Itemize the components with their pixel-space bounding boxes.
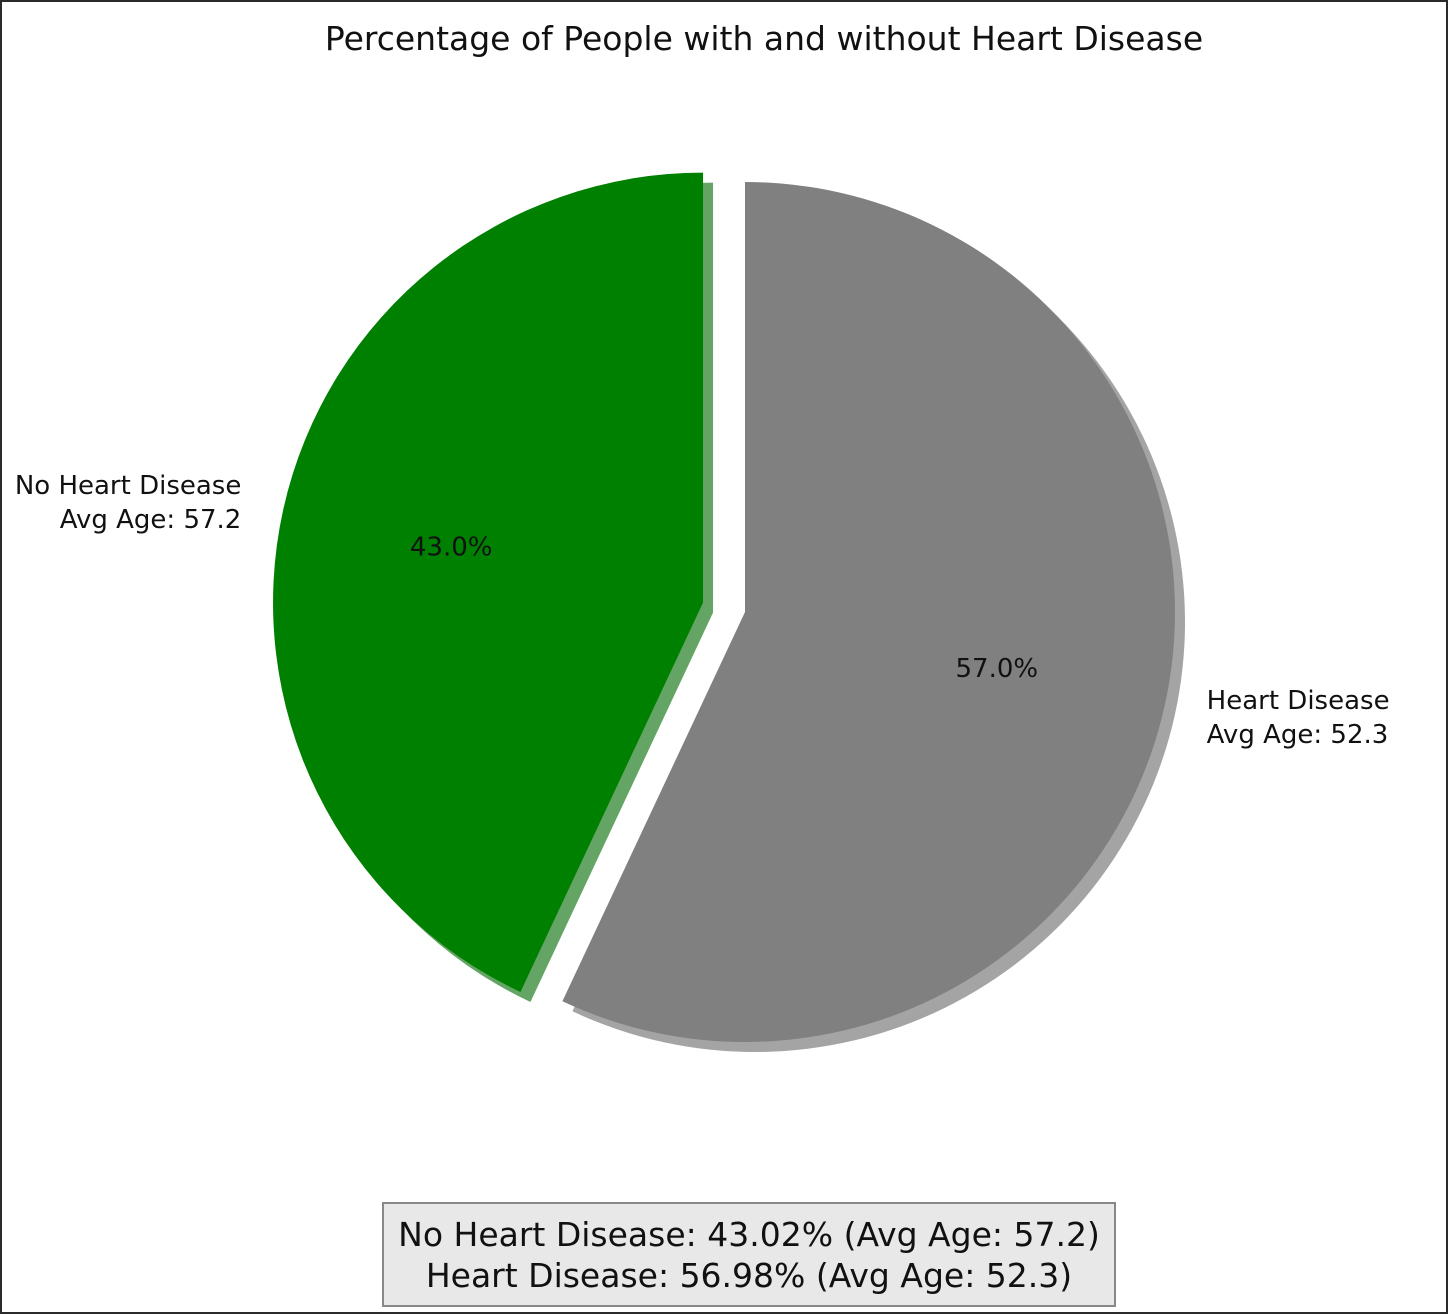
slice-label-no-heart-disease: No Heart Disease [15,471,242,501]
slice-avg-age-no-heart-disease: Avg Age: 57.2 [60,505,242,535]
pie-slice-heart-disease [562,182,1176,1042]
slice-avg-age-heart-disease: Avg Age: 52.3 [1207,720,1389,750]
pct-label-heart-disease: 57.0% [956,654,1039,684]
pct-label-no-heart-disease: 43.0% [410,533,493,563]
summary-line-no-heart-disease: No Heart Disease: 43.02% (Avg Age: 57.2) [398,1214,1100,1254]
summary-line-heart-disease: Heart Disease: 56.98% (Avg Age: 52.3) [425,1255,1073,1295]
summary-box: No Heart Disease: 43.02% (Avg Age: 57.2)… [382,1202,1116,1307]
slice-label-heart-disease: Heart Disease [1207,686,1390,716]
chart-title: Percentage of People with and without He… [325,19,1203,58]
pie-label-layer: 43.0% No Heart Disease Avg Age: 57.2 57.0% H… [15,471,1390,750]
pie-slice-no-heart-disease [273,172,704,992]
pie-slice-layer [273,172,1176,1042]
